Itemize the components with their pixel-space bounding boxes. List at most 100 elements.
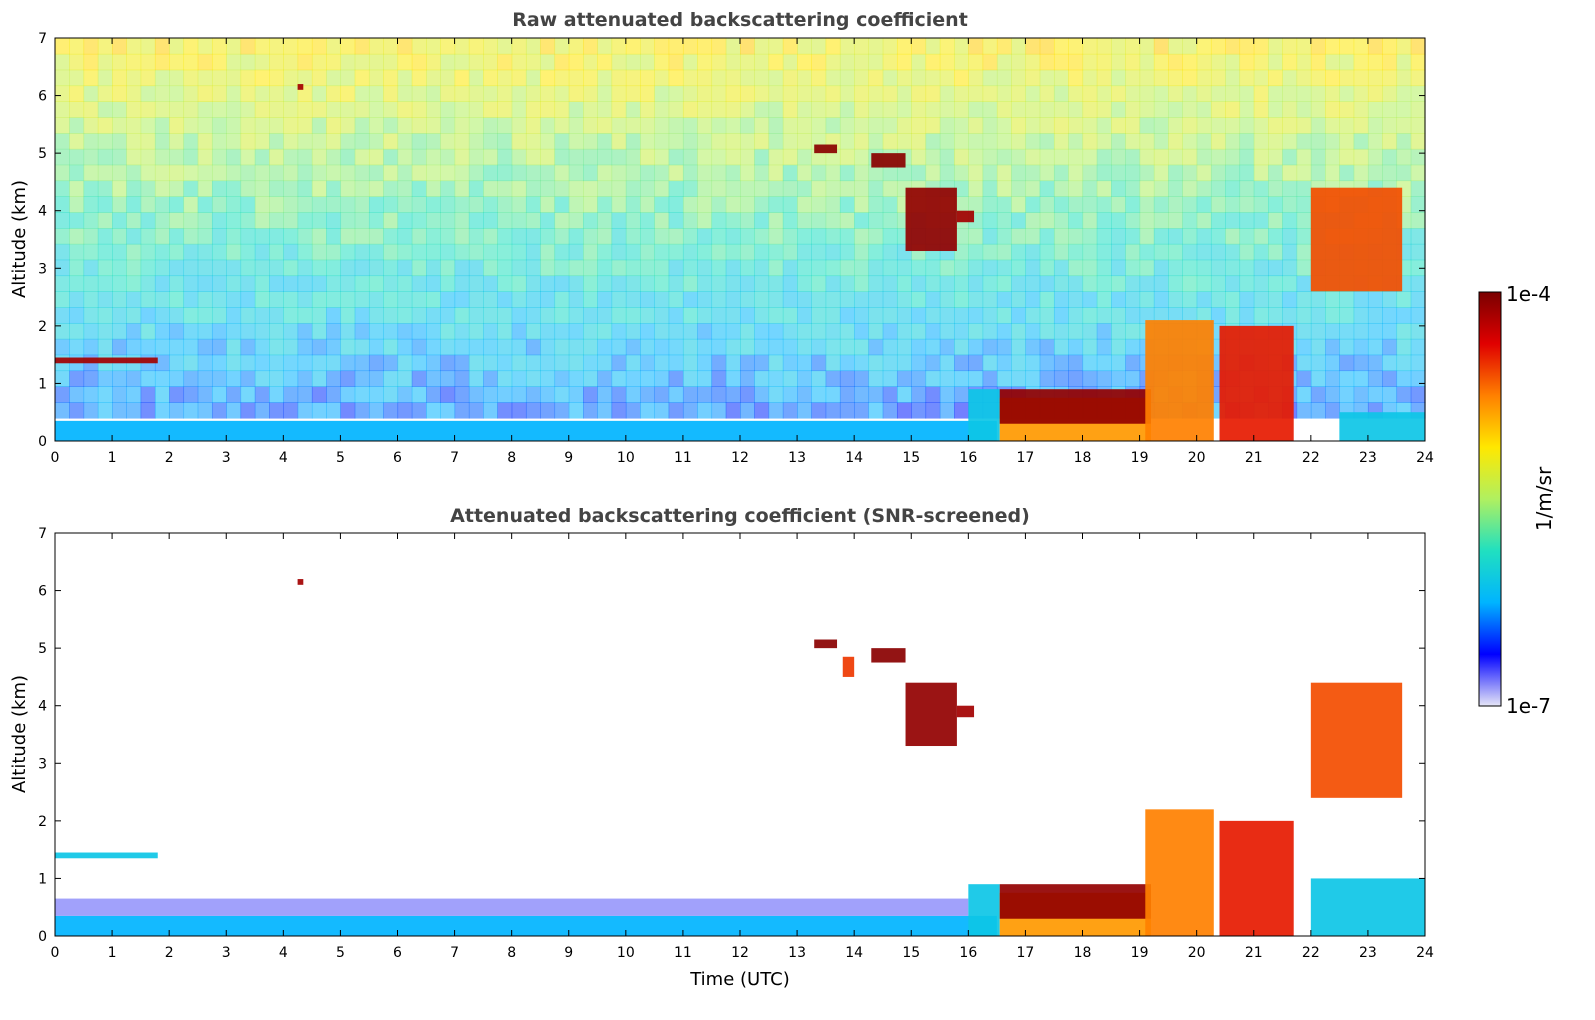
cloud-layer: [956, 705, 975, 718]
noise-cell: [925, 354, 941, 372]
noise-cell: [711, 307, 727, 324]
noise-cell: [97, 291, 113, 308]
noise-cell: [540, 275, 556, 292]
noise-cell: [525, 212, 541, 229]
x-tick-label: 21: [1245, 945, 1263, 961]
noise-cell: [397, 38, 413, 55]
noise-cell: [354, 259, 370, 277]
noise-cell: [982, 164, 998, 182]
noise-cell: [540, 243, 556, 261]
noise-cell: [383, 227, 399, 245]
noise-cell: [126, 291, 142, 308]
cloud-layer: [905, 187, 957, 252]
noise-cell: [1125, 243, 1141, 261]
noise-cell: [126, 243, 142, 261]
noise-cell: [754, 180, 770, 197]
noise-cell: [825, 291, 841, 308]
snr-screened-panel: Attenuated backscattering coefficient (S…: [9, 505, 1434, 990]
noise-cell: [854, 117, 870, 134]
noise-cell: [939, 291, 955, 308]
noise-cell: [411, 85, 427, 102]
noise-cell: [83, 338, 99, 356]
noise-cell: [797, 227, 812, 245]
noise-cell: [1410, 307, 1426, 324]
noise-cell: [283, 370, 299, 387]
noise-cell: [1082, 227, 1098, 245]
noise-cell: [297, 354, 313, 372]
noise-cell: [825, 196, 841, 213]
noise-cell: [454, 354, 470, 372]
noise-cell: [411, 354, 427, 372]
noise-cell: [668, 132, 684, 150]
noise-cell: [483, 370, 498, 387]
noise-cell: [411, 38, 427, 55]
noise-cell: [654, 227, 670, 245]
noise-cell: [226, 132, 242, 150]
noise-cell: [383, 291, 399, 308]
noise-cell: [782, 117, 798, 134]
noise-cell: [1025, 259, 1041, 277]
noise-cell: [55, 117, 70, 134]
noise-cell: [825, 85, 841, 102]
noise-cell: [340, 85, 356, 102]
noise-cell: [354, 291, 370, 308]
noise-cell: [654, 69, 670, 87]
noise-cell: [711, 338, 727, 356]
noise-cell: [211, 386, 227, 403]
noise-cell: [311, 386, 327, 403]
noise-cell: [468, 69, 484, 87]
noise-cell: [269, 370, 284, 387]
noise-cell: [854, 132, 870, 150]
noise-cell: [1196, 212, 1212, 229]
noise-cell: [1053, 291, 1069, 308]
noise-cell: [169, 212, 185, 229]
noise-cell: [497, 53, 513, 71]
noise-cell: [1396, 85, 1412, 102]
noise-cell: [1367, 322, 1383, 340]
noise-cell: [426, 354, 441, 372]
noise-cell: [197, 148, 213, 166]
noise-cell: [868, 259, 884, 277]
noise-cell: [939, 275, 955, 292]
noise-cell: [411, 53, 427, 71]
noise-cell: [169, 117, 185, 134]
noise-cell: [1096, 148, 1112, 166]
noise-cell: [1011, 354, 1027, 372]
noise-cell: [1082, 307, 1098, 324]
noise-cell: [311, 291, 327, 308]
noise-cell: [1125, 227, 1141, 245]
noise-cell: [240, 38, 256, 55]
noise-cell: [968, 243, 984, 261]
noise-cell: [1296, 69, 1312, 87]
noise-cell: [1367, 117, 1383, 134]
noise-cell: [1253, 259, 1269, 277]
feature-layer: [55, 84, 1426, 441]
noise-cell: [954, 227, 969, 245]
noise-cell: [625, 85, 641, 102]
noise-cell: [411, 386, 427, 403]
noise-cell: [568, 275, 584, 292]
noise-cell: [882, 101, 898, 118]
noise-cell: [554, 307, 570, 324]
noise-cell: [1125, 354, 1141, 372]
noise-cell: [1082, 291, 1098, 308]
noise-cell: [1053, 101, 1069, 118]
noise-cell: [782, 180, 798, 197]
noise-cell: [1139, 38, 1155, 55]
noise-cell: [854, 148, 870, 166]
noise-cell: [996, 196, 1012, 213]
noise-cell: [868, 354, 884, 372]
noise-cell: [1111, 354, 1126, 372]
noise-cell: [725, 212, 741, 229]
noise-cell: [611, 38, 627, 55]
noise-cell: [183, 196, 199, 213]
noise-cell: [1253, 85, 1269, 102]
noise-cell: [1410, 148, 1426, 166]
noise-cell: [597, 243, 613, 261]
noise-cell: [326, 402, 342, 419]
noise-cell: [568, 386, 584, 403]
noise-cell: [1253, 38, 1269, 55]
noise-cell: [868, 117, 884, 134]
noise-cell: [1367, 132, 1383, 150]
noise-cell: [1082, 196, 1098, 213]
